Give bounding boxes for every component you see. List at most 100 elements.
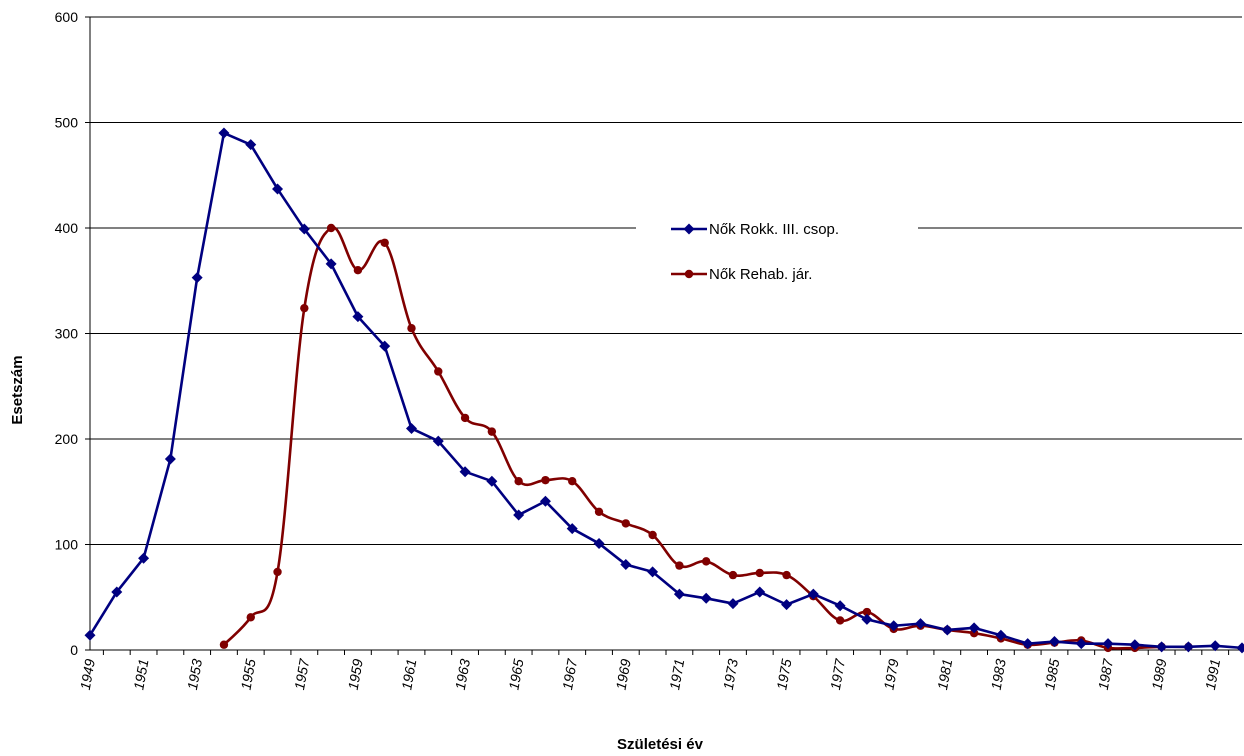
y-tick-label: 500 [55,115,79,131]
data-point [246,613,255,622]
x-tick-label: 1987 [1095,657,1116,692]
data-point [434,367,443,376]
data-point [781,599,793,611]
y-tick-label: 100 [55,537,79,553]
series-lines [84,127,1244,654]
data-point [407,324,416,333]
data-point [459,466,471,478]
x-tick-label: 1967 [559,657,580,692]
y-tick-label: 200 [55,431,79,447]
x-tick-label: 1949 [77,658,98,692]
y-tick-label: 0 [70,642,78,658]
x-tick-label: 1965 [505,658,526,692]
data-point [1075,638,1087,650]
x-tick-label: 1981 [934,658,955,691]
legend-label: Nők Rehab. jár. [709,266,812,283]
x-tick-label: 1953 [184,658,205,692]
data-point [593,537,605,549]
data-point [834,600,846,612]
data-point [568,477,577,486]
data-point [272,183,284,195]
data-point [995,629,1007,641]
series-rokk [84,127,1244,654]
data-point [486,475,498,487]
data-point [379,340,391,352]
y-tick-label: 600 [55,9,79,25]
x-tick-label: 1975 [773,658,794,692]
data-point [888,620,900,632]
data-point [352,311,364,323]
data-point [566,523,578,535]
data-point [1102,638,1114,650]
data-point [727,598,739,610]
data-point [807,588,819,600]
data-point [380,238,389,247]
data-point [218,127,230,139]
data-point [541,475,550,485]
data-point [326,223,336,233]
data-point [273,567,282,577]
data-point [245,139,257,151]
data-point [487,427,497,436]
legend-label: Nők Rokk. III. csop. [709,221,839,238]
data-point [325,258,337,270]
data-point [1156,641,1168,653]
data-point [700,592,712,604]
data-point [353,266,363,275]
x-axis-title: Születési év [617,736,704,753]
data-point [300,303,309,313]
data-point [1048,636,1060,648]
x-tick-label: 1977 [827,657,848,692]
axes: 0 100 200 300 400 500 600 1949 1951 1953 1955 1957 1… [55,9,1242,691]
data-point [862,607,872,617]
data-point [513,509,525,521]
data-point [405,422,417,434]
x-tick-label: 1983 [988,658,1009,692]
data-point [755,568,764,578]
data-point [84,629,96,641]
data-point [432,435,444,447]
x-tick-label: 1957 [291,657,312,692]
data-point [1182,641,1194,653]
x-tick-label: 1951 [130,658,151,691]
data-point [539,495,551,507]
x-tick-label: 1979 [881,658,902,692]
data-point [968,622,980,634]
x-tick-label: 1955 [238,658,259,692]
data-point [648,530,657,540]
data-point [915,618,927,630]
data-point [1236,642,1244,654]
data-point [1209,640,1221,652]
x-tick-label: 1973 [720,658,741,692]
data-point [1129,639,1141,651]
data-point [861,613,873,625]
data-point [514,477,523,486]
data-point [138,552,150,564]
y-tick-label: 400 [55,220,79,236]
data-point [111,586,123,598]
data-point [754,586,766,598]
data-point [164,453,176,465]
legend-marker [684,269,694,279]
x-tick-label: 1969 [613,658,634,692]
x-tick-label: 1991 [1202,658,1223,691]
data-point [647,566,659,578]
data-point [675,561,684,570]
y-tick-label: 300 [55,326,79,342]
x-tick-label: 1985 [1041,658,1062,692]
x-tick-label: 1989 [1148,658,1169,692]
data-point [1022,638,1034,650]
x-tick-label: 1959 [345,658,366,692]
legend-marker [683,223,695,235]
gridlines [90,16,1242,545]
x-tick-label: 1963 [452,658,473,692]
data-point [460,413,470,423]
data-point [298,223,310,235]
data-point [621,519,631,528]
x-tick-label: 1961 [398,658,419,691]
data-point [620,559,632,571]
y-axis-title: Esetszám [9,355,26,424]
data-point [191,272,203,284]
